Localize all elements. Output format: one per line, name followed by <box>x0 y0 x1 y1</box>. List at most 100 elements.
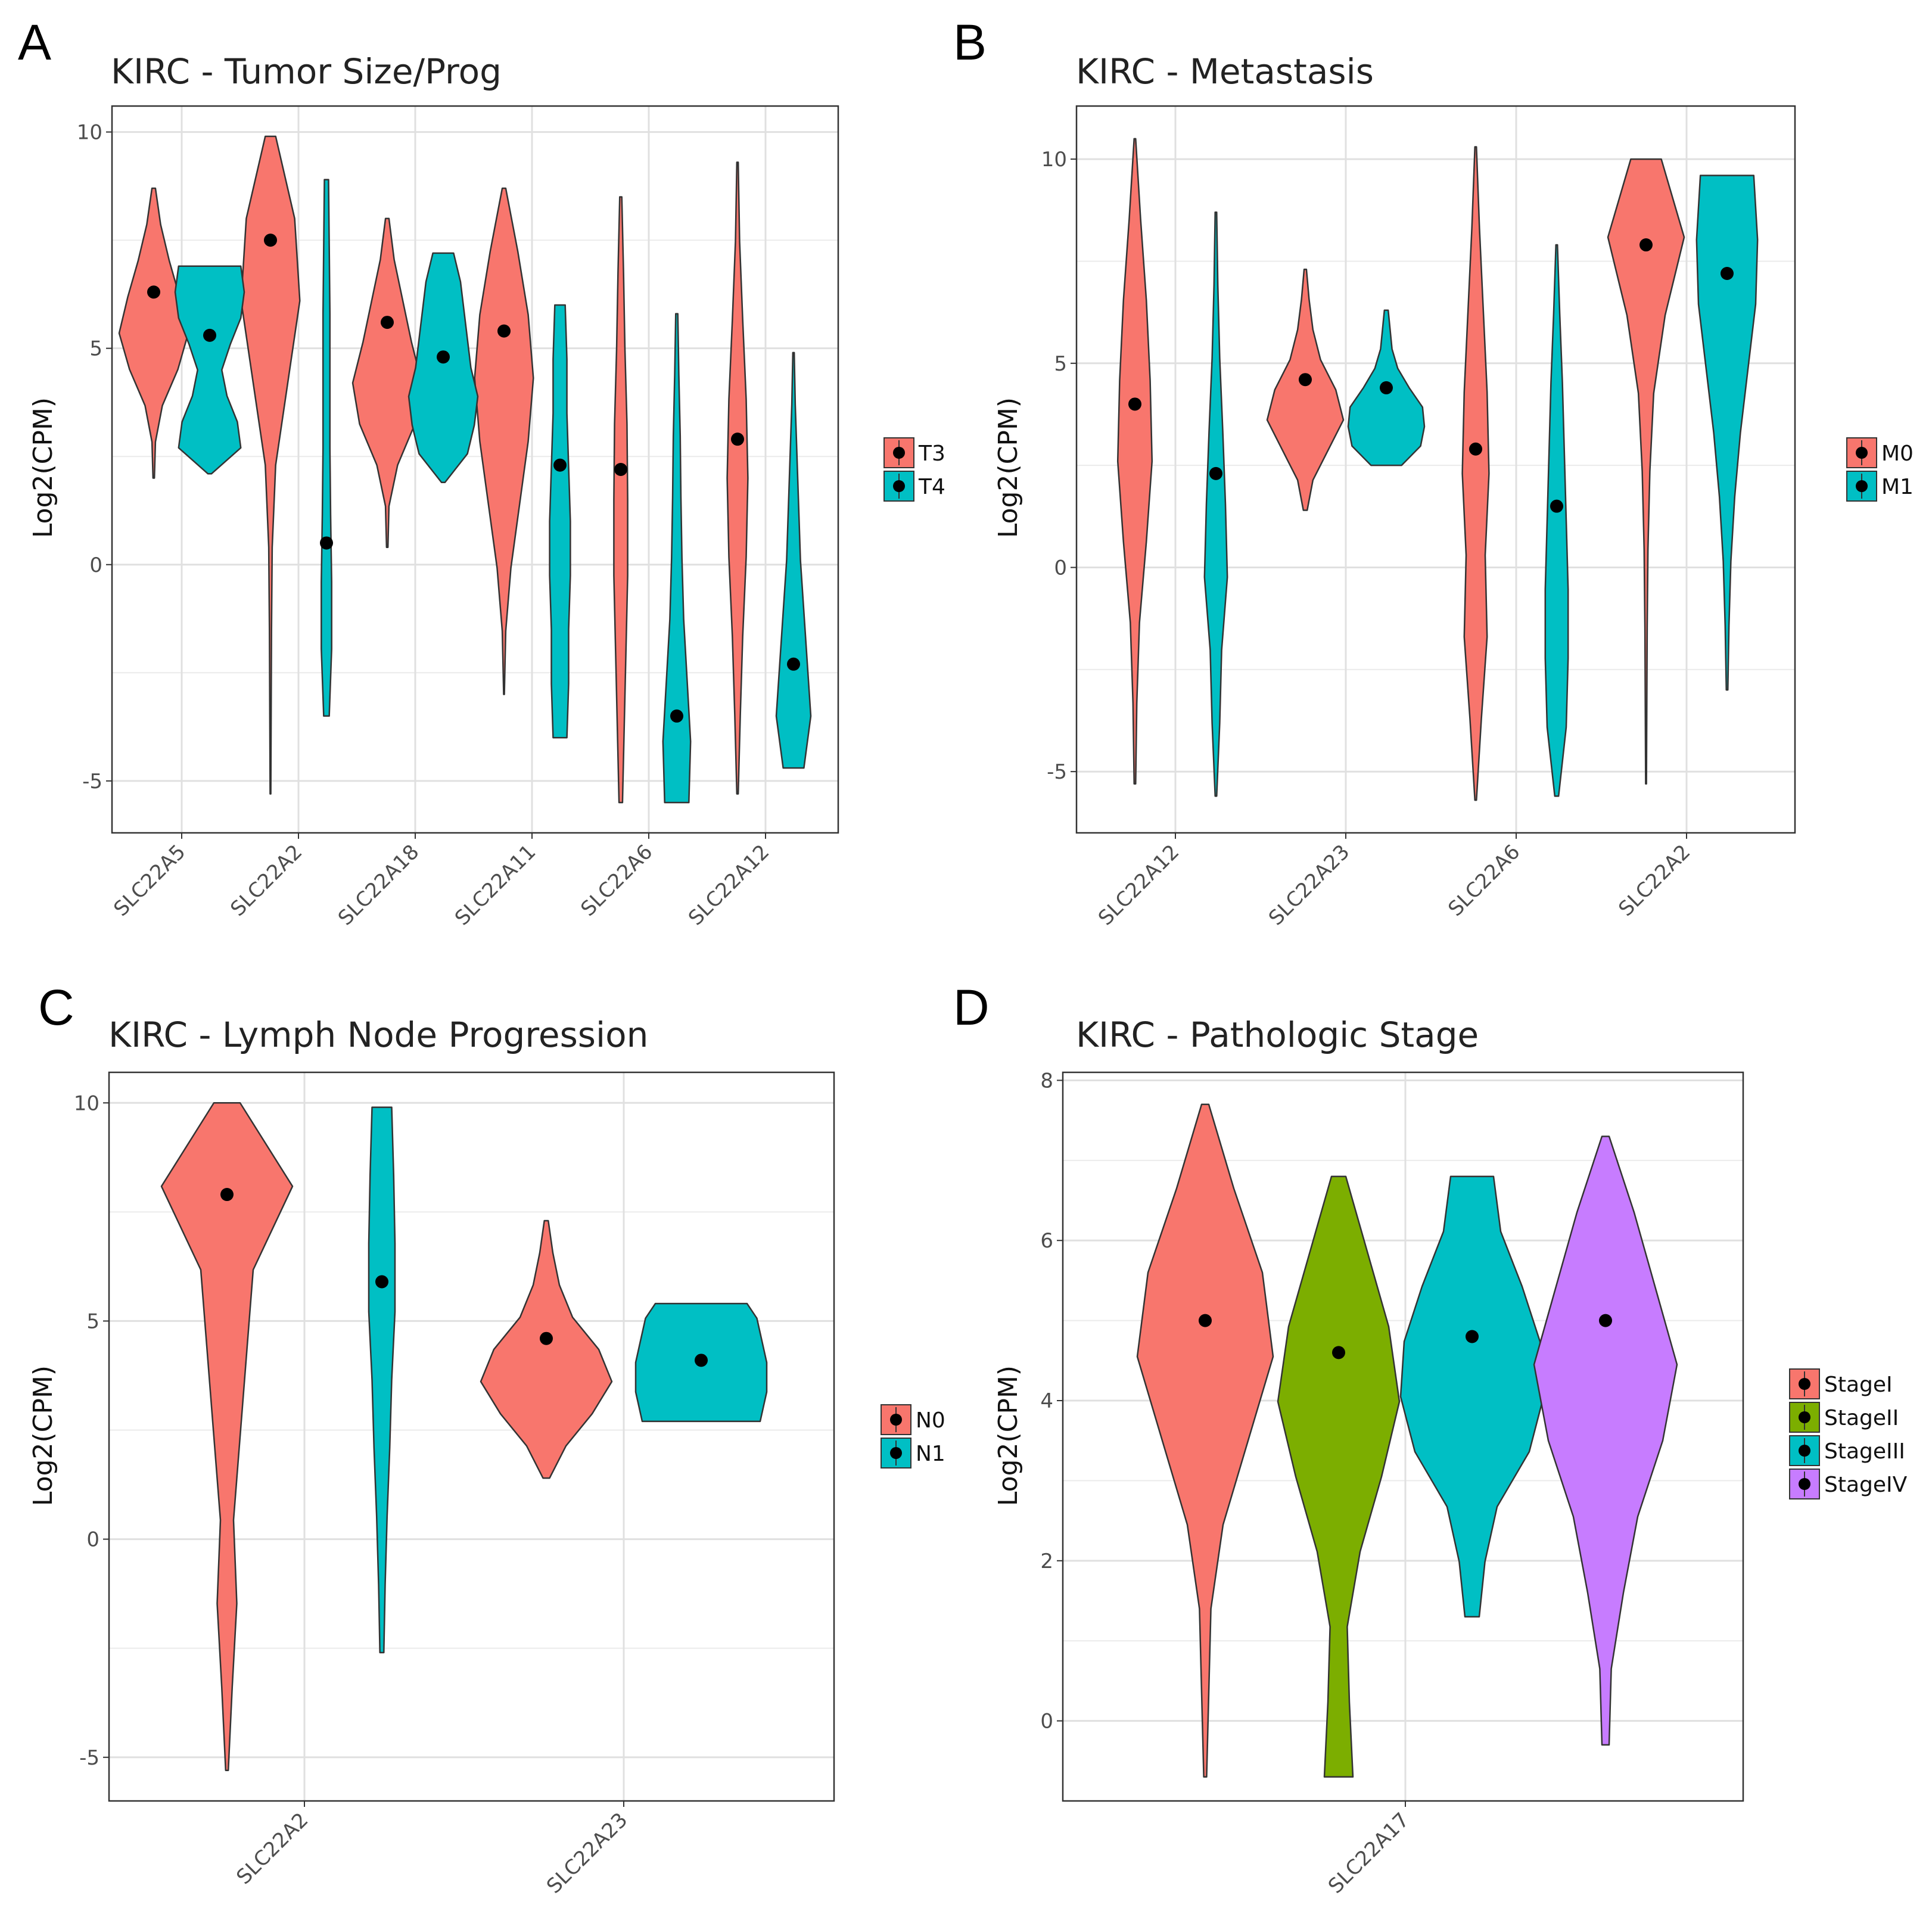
median-point-StageI-SLC22A17 <box>1199 1314 1212 1327</box>
panel-a-title: KIRC - Tumor Size/Prog <box>111 51 502 92</box>
y-tick-label: -5 <box>82 770 102 794</box>
panel-letter-a: A <box>18 14 51 70</box>
y-tick-label: -5 <box>1047 760 1067 784</box>
median-point-T4-SLC22A18 <box>437 350 450 364</box>
y-tick-label: 5 <box>1054 352 1067 376</box>
legend-label-StageII: StageII <box>1824 1406 1899 1430</box>
violin-M1-SLC22A2 <box>1695 175 1759 691</box>
violin-M0-SLC22A6 <box>1461 146 1490 801</box>
legend-key-point <box>1799 1411 1810 1423</box>
median-point-N0-SLC22A23 <box>540 1331 553 1345</box>
y-tick-label: 5 <box>86 1309 99 1333</box>
median-point-StageIII-SLC22A17 <box>1466 1330 1479 1343</box>
violin-M0-SLC22A23 <box>1266 268 1345 511</box>
panel-d: D KIRC - Pathologic Stage Log2(CPM) 0 2 4 6… <box>953 979 1908 1898</box>
violin-T4-SLC22A2 <box>321 179 332 717</box>
median-point-M1-SLC22A12 <box>1209 466 1222 480</box>
legend-key-point <box>1799 1445 1810 1457</box>
legend-key-point <box>893 447 905 459</box>
legend-label-T3: T3 <box>918 441 945 466</box>
panel-c-title: KIRC - Lymph Node Progression <box>108 1015 648 1055</box>
x-tick-label: SLC22A6 <box>576 840 657 921</box>
y-tick-label: 0 <box>1054 556 1067 580</box>
median-point-M0-SLC22A6 <box>1469 442 1482 456</box>
violin-T3-SLC22A11 <box>474 187 534 695</box>
legend-key-point <box>1799 1478 1810 1490</box>
median-point-T4-SLC22A6 <box>670 709 683 723</box>
legend-label-StageI: StageI <box>1824 1373 1893 1397</box>
x-tick-label: SLC22A2 <box>226 840 307 921</box>
median-point-M0-SLC22A2 <box>1639 238 1653 252</box>
violin-N1-SLC22A2 <box>368 1106 396 1654</box>
y-tick-label: 5 <box>89 337 102 361</box>
violin-M1-SLC22A6 <box>1544 244 1569 797</box>
panel-b-plot: -5 0 5 10 SLC22A12 SLC22A23 SLC22A6 SLC22A2 <box>1041 105 1796 930</box>
median-point-N1-SLC22A23 <box>695 1354 708 1367</box>
x-tick-label: SLC22A2 <box>1614 840 1695 921</box>
x-tick-label: SLC22A17 <box>1324 1808 1414 1898</box>
legend-label-N0: N0 <box>916 1408 945 1433</box>
median-point-StageII-SLC22A17 <box>1332 1346 1345 1359</box>
plot-background <box>112 106 838 833</box>
median-point-T3-SLC22A12 <box>731 433 744 446</box>
panel-c-y-axis-label: Log2(CPM) <box>28 1365 58 1506</box>
panel-b-y-axis-label: Log2(CPM) <box>993 397 1023 538</box>
median-point-M1-SLC22A2 <box>1721 267 1734 281</box>
median-point-T4-SLC22A5 <box>203 328 216 342</box>
plot-border <box>111 105 839 834</box>
violin-StageII-SLC22A17 <box>1277 1175 1401 1778</box>
x-tick-label: SLC22A2 <box>232 1808 313 1889</box>
legend-key-point <box>1799 1378 1810 1390</box>
y-tick-label: 4 <box>1040 1389 1053 1413</box>
plot-border <box>1062 1071 1744 1802</box>
legend-key-point <box>890 1447 902 1459</box>
panel-letter-b: B <box>953 14 987 70</box>
panel-d-y-axis-label: Log2(CPM) <box>993 1365 1023 1506</box>
median-point-M0-SLC22A12 <box>1128 397 1141 411</box>
y-tick-label: 8 <box>1040 1069 1053 1093</box>
x-tick-label: SLC22A23 <box>1264 840 1354 930</box>
legend-label-M1: M1 <box>1881 475 1914 499</box>
panel-letter-d: D <box>953 979 990 1035</box>
violin-M1-SLC22A12 <box>1203 211 1228 797</box>
violin-T4-SLC22A18 <box>407 252 479 484</box>
violin-M0-SLC22A2 <box>1607 158 1685 785</box>
y-tick-label: 0 <box>89 553 102 577</box>
median-point-T4-SLC22A12 <box>787 657 800 671</box>
violin-T4-SLC22A6 <box>662 313 692 804</box>
median-point-T3-SLC22A5 <box>147 285 160 299</box>
y-tick-label: 0 <box>1040 1710 1053 1734</box>
median-point-N0-SLC22A2 <box>220 1188 234 1202</box>
legend-label-N1: N1 <box>916 1442 945 1466</box>
legend-key-point <box>893 480 905 492</box>
median-point-T3-SLC22A11 <box>497 324 511 338</box>
panel-d-legend: StageI StageII StageIII StageIV <box>1789 1368 1908 1499</box>
y-tick-label: 6 <box>1040 1229 1053 1253</box>
legend-key-point <box>1856 480 1868 492</box>
median-point-T3-SLC22A18 <box>381 316 394 329</box>
legend-label-M0: M0 <box>1881 441 1914 466</box>
violin-N0-SLC22A2 <box>160 1102 294 1771</box>
panel-a: A KIRC - Tumor Size/Prog Log2(CPM) -5 0 5 1… <box>18 14 945 930</box>
y-tick-label: 10 <box>77 121 102 145</box>
x-tick-label: SLC22A6 <box>1443 840 1525 921</box>
median-point-M1-SLC22A6 <box>1550 499 1563 513</box>
legend-label-StageIV: StageIV <box>1824 1473 1908 1497</box>
legend-key-point <box>1856 447 1868 459</box>
violin-T4-SLC22A11 <box>549 304 571 739</box>
panel-c-plot: -5 0 5 10 SLC22A2 SLC22A23 <box>74 1071 835 1898</box>
median-point-N1-SLC22A2 <box>375 1275 388 1289</box>
violin-StageI-SLC22A17 <box>1136 1103 1274 1778</box>
x-tick-label: SLC22A5 <box>109 840 190 921</box>
violin-T3-SLC22A2 <box>240 135 301 795</box>
x-tick-label: SLC22A11 <box>450 840 540 930</box>
x-tick-label: SLC22A18 <box>334 840 424 930</box>
x-tick-label: SLC22A23 <box>542 1808 632 1898</box>
panel-b: B KIRC - Metastasis Log2(CPM) -5 0 5 10 SLC2… <box>953 14 1914 930</box>
plot-border <box>108 1071 835 1802</box>
median-point-StageIV-SLC22A17 <box>1599 1314 1612 1327</box>
